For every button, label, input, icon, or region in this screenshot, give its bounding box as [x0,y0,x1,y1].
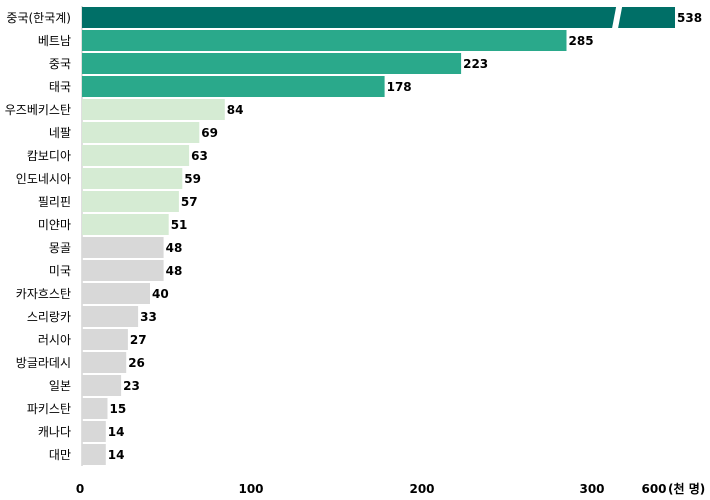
category-label: 미얀마 [38,218,71,232]
bar [82,260,164,281]
value-label: 48 [166,264,183,278]
category-labels-group: 중국(한국계) 베트남중국태국우즈베키스탄네팔캄보디아인도네시아필리핀미얀마몽골미… [5,11,71,462]
category-label: 방글라데시 [16,356,71,370]
value-label: 59 [184,172,201,186]
bar [82,398,108,419]
bar [82,444,106,465]
value-label: 57 [181,195,198,209]
value-label: 84 [227,103,244,117]
category-label: 중국(한국계) [6,11,71,25]
category-label: 미국 [49,264,71,278]
x-tick-label: 0 [76,482,84,496]
bar [82,76,385,97]
value-label: 33 [140,310,157,324]
category-label: 카자흐스탄 [16,287,71,301]
x-axis-unit-label: (천 명) [668,481,705,496]
category-label: 대만 [49,448,71,462]
bar [82,191,179,212]
value-label: 15 [110,402,127,416]
value-label: 63 [191,149,208,163]
value-label: 223 [463,57,488,71]
bar [82,283,150,304]
bar [82,421,106,442]
x-tick-label: 300 [579,482,604,496]
category-label: 중국 [49,57,71,71]
bar [82,168,183,189]
bar [82,306,139,327]
value-label: 178 [387,80,412,94]
bar [82,53,462,74]
value-label: 23 [123,379,140,393]
category-label: 베트남 [38,34,71,48]
value-label: 285 [569,34,594,48]
x-tick-label: 600 [641,482,666,496]
value-label: 48 [166,241,183,255]
bar [82,237,164,258]
category-label: 우즈베키스탄 [5,103,71,117]
x-tick-label: 200 [409,482,434,496]
bar [82,122,200,143]
value-label: 538 [677,11,702,25]
bar-broken-segment [618,7,675,28]
bar [82,375,122,396]
category-label: 인도네시아 [16,172,71,186]
value-label: 27 [130,333,147,347]
category-label: 일본 [49,379,71,393]
category-label: 캐나다 [38,425,71,439]
category-label: 태국 [49,80,71,94]
bar [82,352,127,373]
bars-group [82,7,675,465]
bar [82,329,128,350]
value-label: 51 [171,218,188,232]
value-label: 26 [128,356,145,370]
category-label: 네팔 [49,126,71,140]
bar [82,214,169,235]
category-label: 러시아 [38,333,71,347]
value-label: 69 [201,126,218,140]
category-label: 필리핀 [38,195,71,209]
value-labels-group: 538 285 223 178 84 69 63 59 57 51 48 48 40 33 27 26 23 15… [108,11,702,462]
bar [82,7,617,28]
x-tick-label: 100 [238,482,263,496]
category-label: 몽골 [49,241,71,255]
x-tick-labels-group: 0 100 200 300 600 [76,482,667,496]
value-label: 14 [108,425,125,439]
category-label: 캄보디아 [27,149,71,163]
category-label: 파키스탄 [27,402,71,416]
bar [82,145,190,166]
bar [82,99,225,120]
bar [82,30,567,51]
category-label: 스리랑카 [27,310,71,324]
value-label: 40 [152,287,169,301]
value-label: 14 [108,448,125,462]
